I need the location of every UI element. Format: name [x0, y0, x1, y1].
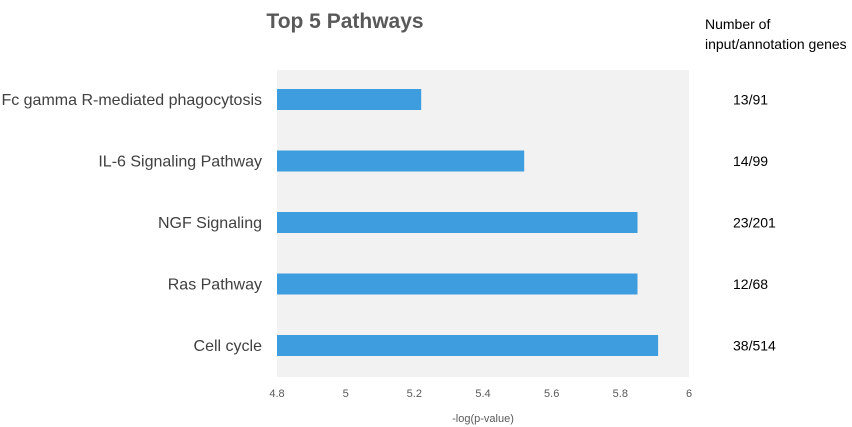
gene-count-2: 23/201	[733, 215, 776, 231]
bar-0	[277, 89, 422, 110]
bar-1	[277, 150, 525, 172]
category-label-2: NGF Signaling	[158, 215, 262, 232]
category-label-1: IL-6 Signaling Pathway	[98, 154, 262, 171]
x-tick-label-0: 4.8	[269, 388, 284, 400]
gene-count-header-line-1: Number of	[705, 16, 771, 32]
x-tick-label-4: 5.6	[544, 388, 559, 400]
x-axis-title: -log(p-value)	[452, 413, 514, 425]
category-label-4: Cell cycle	[194, 338, 263, 355]
bar-2	[277, 212, 638, 233]
gene-count-header-line-2: input/annotation genes	[705, 36, 847, 52]
x-tick-label-1: 5	[343, 388, 349, 400]
x-tick-label-2: 5.2	[407, 388, 422, 400]
category-label-0: Fc gamma R-mediated phagocytosis	[1, 92, 262, 109]
gene-count-header: Number of input/annotation genes	[705, 14, 852, 54]
gene-count-1: 14/99	[733, 153, 768, 169]
gene-count-4: 38/514	[733, 338, 776, 354]
bar-3	[277, 273, 638, 295]
x-tick-label-5: 5.8	[613, 388, 628, 400]
x-tick-label-6: 6	[686, 388, 692, 400]
gene-count-3: 12/68	[733, 276, 768, 292]
bar-4	[277, 335, 659, 356]
chart-title: Top 5 Pathways	[266, 10, 424, 33]
category-label-3: Ras Pathway	[168, 277, 262, 294]
x-tick-label-3: 5.4	[475, 388, 490, 400]
gene-count-0: 13/91	[733, 92, 768, 108]
